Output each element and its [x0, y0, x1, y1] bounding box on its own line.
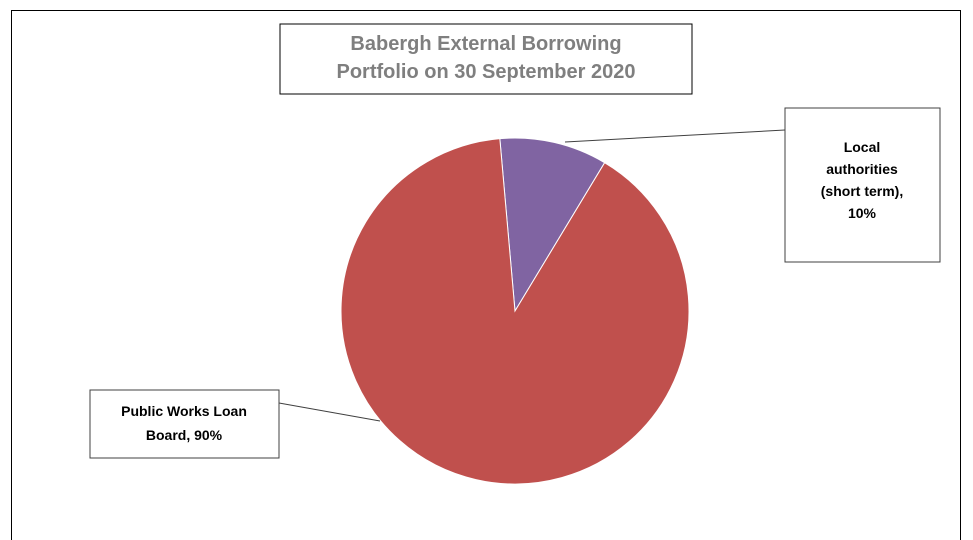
pie-slices — [340, 137, 690, 485]
leader-line — [278, 402, 381, 422]
data-label: Public Works Loan — [121, 403, 247, 419]
pie-slice — [340, 138, 690, 485]
data-label-box — [784, 107, 941, 263]
data-label: Board, 90% — [146, 427, 223, 443]
chart-title-line: Babergh External Borrowing — [350, 33, 621, 55]
data-label: 10% — [848, 205, 877, 221]
chart-title-line: Portfolio on 30 September 2020 — [337, 61, 636, 83]
data-label: Local — [844, 139, 881, 155]
slice-labels: Local authorities (short term), 10% Public W… — [89, 107, 941, 459]
chart-title-box — [279, 23, 693, 95]
data-label: authorities — [826, 161, 898, 177]
chart-title: Babergh External Borrowing Portfolio on 3… — [279, 23, 693, 95]
pie-slice — [499, 137, 606, 313]
leader-line — [564, 129, 786, 143]
data-label-box — [89, 389, 280, 459]
data-label: (short term), — [821, 183, 903, 199]
